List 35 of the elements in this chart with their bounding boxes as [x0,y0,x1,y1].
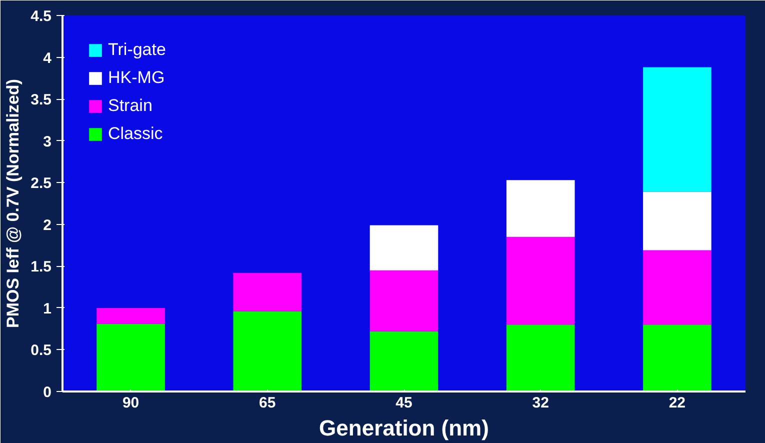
legend-label: Strain [108,96,152,116]
y-tick-label: 4.5 [30,8,52,25]
legend-label: Classic [108,124,163,144]
bar [643,250,712,325]
x-axis-title: Generation (nm) [319,416,489,440]
bar [643,67,712,192]
y-tick-label: 0.5 [30,342,52,360]
y-tick-label: 4 [43,50,52,67]
y-tick-label: 3.5 [30,92,52,109]
bar [233,311,302,392]
legend-label: Tri-gate [108,40,166,60]
bar [233,272,302,312]
y-tick-label: 0 [43,384,52,401]
bar [506,180,575,237]
bar [370,270,438,332]
bar [370,225,438,270]
bar [506,236,575,325]
y-axis-title: PMOS Ieff @ 0.7V (Normalized) [4,79,23,328]
bar [370,331,438,392]
bar [643,324,712,392]
x-tick-label: 65 [259,394,276,412]
y-tick-label: 2.5 [30,175,52,192]
y-tick-label: 2 [43,216,52,234]
y-tick-label: 1 [43,300,52,318]
x-tick-label: 22 [668,394,686,412]
y-tick-label: 3 [43,133,52,150]
x-tick-label: 90 [122,394,140,412]
y-tick-label: 1.5 [30,258,52,276]
bar [96,308,165,324]
bar [643,192,712,250]
bar [96,324,165,392]
x-tick-label: 45 [396,394,412,412]
bar [506,324,575,392]
legend-label: HK-MG [108,68,165,88]
x-tick-label: 32 [532,394,549,412]
